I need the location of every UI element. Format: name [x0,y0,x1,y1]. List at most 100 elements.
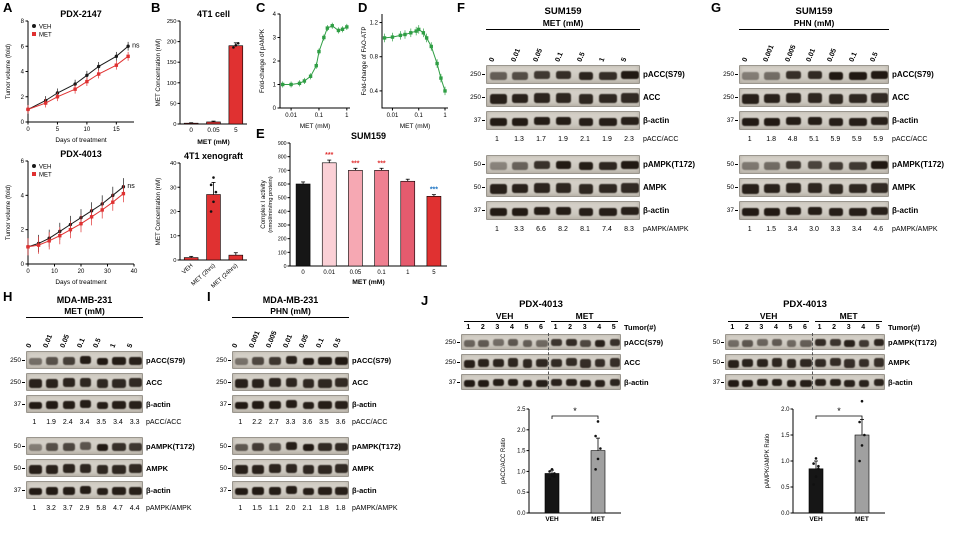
blot-band [873,379,884,387]
ratio-value: 6.6 [536,225,546,233]
blot-band [609,358,620,367]
mw-tick [22,467,25,469]
panel-label-d: D [358,0,368,15]
mw-marker-value: 37 [473,207,481,214]
blot-band [534,117,550,126]
group-divider-dashed [812,333,814,389]
blot-row-label: ACC [643,93,661,102]
blot-band [335,486,348,495]
significance-bracket [815,415,863,419]
blot-strip [486,178,640,197]
treatment-label: PHN (mM) [739,18,889,30]
lane-number: 2 [744,324,749,331]
mw-marker-value: 37 [712,378,720,386]
blot-row-label: ACC [892,93,910,102]
y-tick-label: 40 [170,161,176,167]
blot-row: 50 pAMPK(T172) [715,154,957,175]
data-marker [36,243,41,247]
sum159-phn-blot-panel: SUM159 PHN (mM) 0 0.001 0.005 0.01 0.05 0.1 0.5 2… [715,6,957,235]
y-tick-label: 250 [167,19,177,25]
blot-band [511,117,529,126]
blot-band [28,487,42,496]
blot-row-label: pACC(S79) [892,70,934,79]
blot-row: 37 β-actin [5,480,203,500]
blot-band [771,358,782,367]
ratio-value: 4.7 [113,504,123,512]
blot-band [45,487,59,496]
blot-band [511,207,529,216]
data-marker [114,63,119,67]
blot-strip [739,65,889,84]
lane-label: 0.5 [332,337,343,349]
lane-label: 0.5 [576,51,587,63]
lane-label: 0.05 [298,333,311,349]
blot-band [45,378,59,388]
panel-label-h: H [3,289,13,304]
ratio-value: 3.4 [79,418,90,426]
blot-band [785,93,802,104]
blot-band [599,183,617,194]
blot-row-label: β-actin [888,377,913,387]
4t1-cell-met-chart: 0 50 100 150 200 250 0 0.05 5 4T1 cell MET Concent… [154,8,251,151]
ratio-value: 1.5 [252,504,262,512]
blot-row-label: ACC [352,377,369,387]
x-category-label: 5 [432,270,436,276]
lane-label: 0.1 [848,51,859,63]
mw-marker: 37 [211,401,232,408]
lane-number: 1 [730,324,735,331]
blot-strip [26,437,143,455]
ratio-value: 1.8 [319,504,329,512]
scatter-point [548,470,551,473]
lane-number: 1 [466,324,471,331]
x-category-label: MET [591,516,605,523]
bar [183,122,199,125]
line-chart: 0.4 0.8 1.2 0.01 0.1 1 Fold-change of FAO-ATP M… [361,14,448,130]
scatter-point [234,44,238,47]
bar-chart: 0 100 200 300 400 500 600 700 800 900 0 0.01 0.05 0.1… [260,131,447,286]
scatter-point [553,475,556,478]
blot-band [335,442,348,451]
lane-label: 0.1 [76,337,87,349]
y-axis-title: pACC/ACC Ratio [501,437,507,484]
data-marker [79,221,83,226]
scatter-point [860,444,864,447]
scatter-point [596,420,600,423]
ratio-value: 4.6 [873,225,884,233]
data-marker [390,35,395,39]
x-tick-label: 0.01 [285,113,297,119]
scatter-point [212,176,215,179]
blot-band [285,463,298,473]
blot-band [79,486,92,495]
blot-band [807,116,823,125]
legend-label: MET [39,33,52,39]
blot-band [463,380,475,388]
ratio-value: 1 [32,504,37,512]
blot-wrap: 1 2 3 4 5 6 1 2 3 4 5 Tumor(#) 250 pACC(S79) 250 ACC 37 β… [437,322,691,391]
y-tick-label: 3 [273,36,277,42]
significance-marks: *** [430,187,438,194]
blot-band [96,464,108,475]
axes [279,14,350,109]
mw-tick [482,210,485,211]
mw-marker-value: 37 [219,400,227,408]
bar [228,45,244,125]
ratio-values: 1 1.3 1.7 1.9 2.1 1.9 2.3 [486,136,640,143]
pdx4013-pampk-blot-panel: PDX-4013 VEH MET 1 2 3 4 5 6 1 2 3 4 5 Tumor(#) 50 pAMPK… [701,299,955,532]
blot-band [96,443,108,452]
blot-band [45,443,59,452]
blot-band [565,338,577,346]
ns-annotation: ns [127,183,135,190]
blot-band [493,339,504,347]
blot-band [522,340,533,348]
blot-strip [26,459,143,477]
blot-row: 50 AMPK [715,177,957,198]
ratio-value: 5.9 [830,135,841,143]
lane-cell: 5 [618,32,640,64]
data-marker [443,89,447,93]
x-tick-label: 1 [345,113,349,119]
lane-cell: 0.05 [530,32,552,64]
data-marker [302,79,307,83]
blot-band [578,161,594,171]
blot-band [493,358,504,367]
blot-band [536,358,548,368]
